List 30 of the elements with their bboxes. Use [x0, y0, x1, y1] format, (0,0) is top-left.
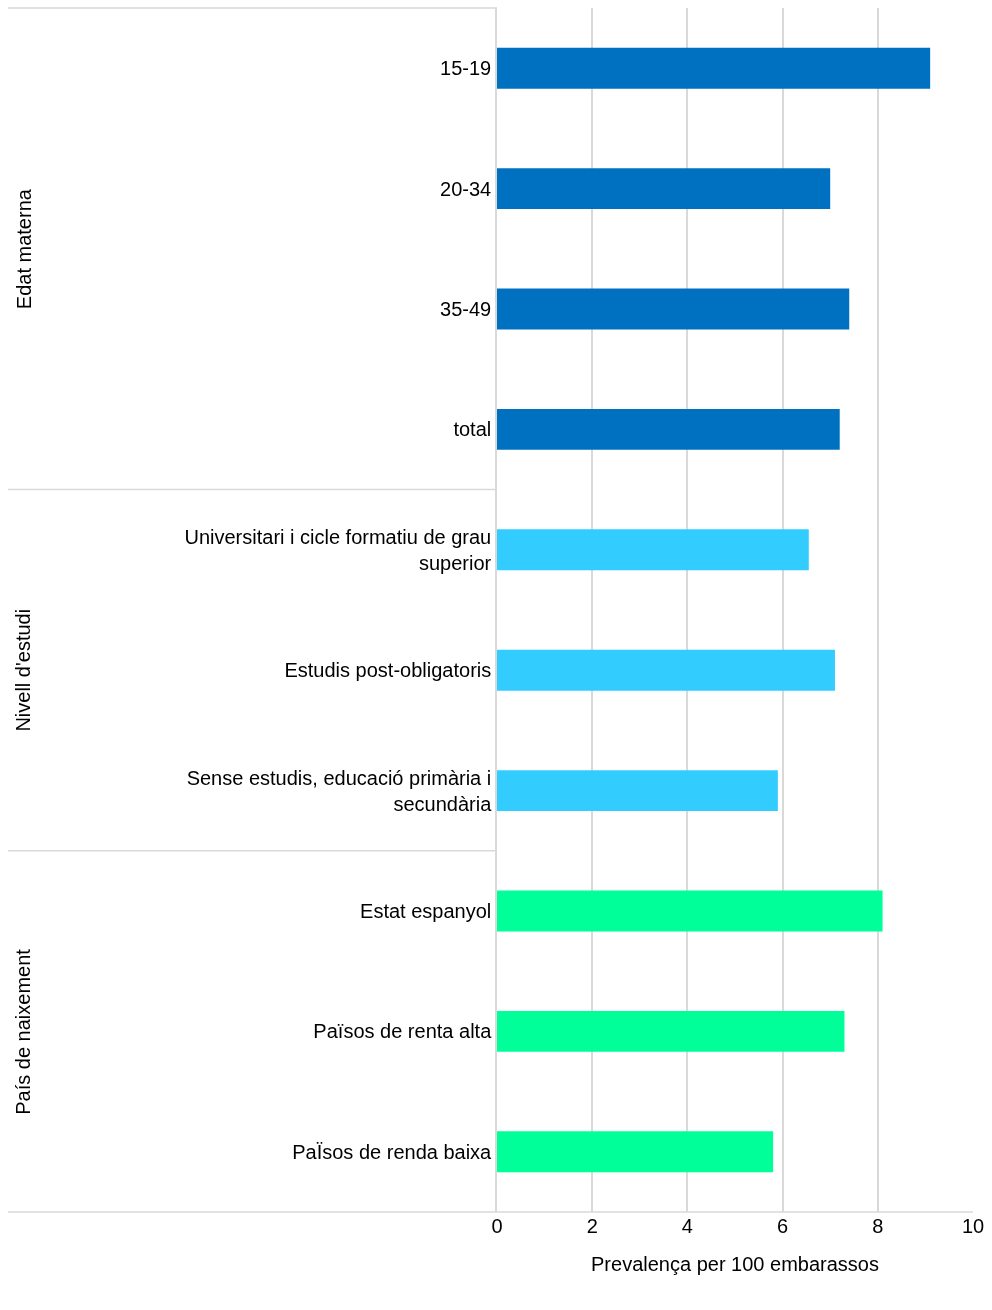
bar	[497, 408, 840, 450]
x-tick-label: 2	[586, 1215, 598, 1237]
x-tick-label: 10	[961, 1215, 985, 1237]
y-tick-label: 15-19	[440, 57, 492, 80]
y-tick-label: Sense estudis, educació primària i secundària	[186, 766, 493, 815]
text: Edat materna	[12, 188, 35, 310]
bar	[497, 529, 809, 571]
text: Nivell d'estudi	[12, 608, 35, 732]
bar	[497, 1131, 774, 1173]
x-axis-title: Prevalença per 100 embarassos	[591, 1252, 879, 1275]
y-tick-label: 20-34	[440, 177, 492, 200]
x-tick-label: 4	[681, 1215, 693, 1237]
y-tick-label: Estudis post-obligatoris	[284, 659, 492, 682]
y-tick-label: Països de renta alta	[313, 1020, 493, 1043]
bar	[497, 890, 883, 932]
x-tick-label: 0	[491, 1215, 503, 1237]
bar	[497, 770, 778, 812]
bar	[497, 1010, 845, 1052]
y-tick-label: 35-49	[440, 298, 492, 320]
y-tick-label: Estat espanyol	[360, 900, 492, 922]
y-tick-label: total	[453, 418, 492, 441]
text: País de naixement	[11, 948, 34, 1115]
x-tick-label: 6	[777, 1215, 789, 1237]
bar	[497, 288, 850, 330]
y-tick-label: PaÏsos de renda baixa	[292, 1140, 493, 1163]
x-tick-label: 8	[872, 1215, 884, 1237]
bar	[497, 649, 835, 691]
bar	[497, 47, 931, 89]
y-tick-label: Universitari i cicle formatiu de grau superior	[184, 525, 492, 574]
bar	[497, 168, 831, 210]
